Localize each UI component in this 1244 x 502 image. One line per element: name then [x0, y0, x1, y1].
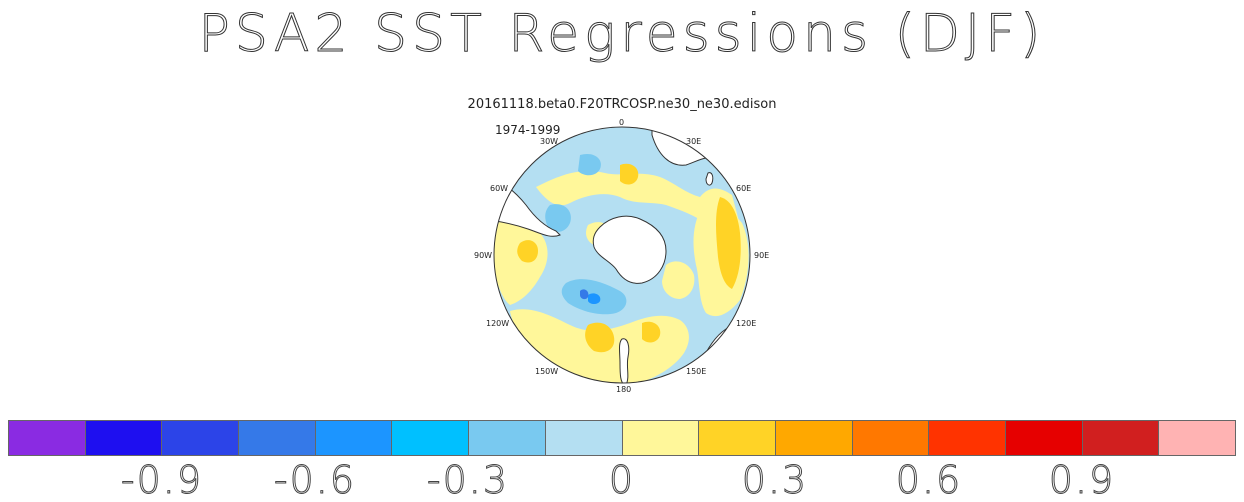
chart-title: PSA2 SST Regressions (DJF)	[198, 4, 1046, 65]
lon-label-90e: 90E	[754, 251, 770, 260]
sst-negative-west	[545, 204, 571, 232]
sst-positive-west	[494, 219, 548, 305]
colorbar-swatch	[85, 421, 163, 455]
colorbar-swatch	[315, 421, 393, 455]
colorbar-swatch	[392, 421, 470, 455]
period-label: 1974-1999	[495, 123, 561, 137]
sst-positive-north-band	[536, 170, 740, 232]
colorbar-swatch	[699, 421, 776, 455]
colorbar-swatch	[9, 421, 86, 455]
sst-positive-se	[662, 261, 695, 299]
lon-label-60w: 60W	[490, 184, 509, 193]
madagascar	[705, 172, 714, 186]
colorbar-label: -0.3	[426, 458, 510, 502]
colorbar-swatch	[852, 421, 930, 455]
map-border	[493, 126, 751, 384]
lon-label-150w: 150W	[535, 367, 559, 376]
colorbar-label: 0.9	[1048, 458, 1116, 502]
polar-map-svg	[493, 126, 751, 384]
colorbar-label: 0	[608, 458, 636, 502]
polar-map: 0 30E 60E 90E 120E 150E 180 150W 120W 90…	[470, 115, 774, 399]
lon-label-180: 180	[616, 385, 632, 394]
colorbar-swatch	[929, 421, 1006, 455]
sst-strong-negative-center	[588, 293, 601, 304]
lon-label-30w: 30W	[540, 137, 559, 146]
new-zealand	[619, 338, 630, 383]
sst-strong-positive-south	[585, 322, 615, 353]
lon-label-120w: 120W	[486, 319, 510, 328]
colorbar-swatch	[545, 421, 623, 455]
colorbar	[8, 420, 1236, 456]
lon-label-30e: 30E	[686, 137, 702, 146]
sst-strong-negative-mid	[580, 289, 589, 300]
colorbar-swatch	[622, 421, 700, 455]
lon-label-0: 0	[619, 118, 625, 127]
sst-strong-positive-south-east	[642, 321, 661, 343]
colorbar-swatch	[775, 421, 853, 455]
colorbar-label: -0.9	[120, 458, 204, 502]
colorbar-swatch	[469, 421, 546, 455]
lon-label-60e: 60E	[736, 184, 752, 193]
case-subtitle: 20161118.beta0.F20TRCOSP.ne30_ne30.ediso…	[467, 97, 777, 112]
colorbar-swatch	[1005, 421, 1083, 455]
lon-label-150e: 150E	[686, 367, 707, 376]
colorbar-swatch	[162, 421, 240, 455]
sst-negative-north	[578, 153, 601, 176]
sst-strong-positive-west	[517, 240, 538, 263]
colorbar-label: 0.6	[895, 458, 963, 502]
colorbar-label: 0.3	[741, 458, 809, 502]
colorbar-swatch	[239, 421, 316, 455]
antarctica	[592, 215, 667, 284]
colorbar-swatch	[1082, 421, 1160, 455]
sst-strong-positive-east	[716, 197, 741, 289]
lon-label-90w: 90W	[474, 251, 493, 260]
colorbar-swatch	[1159, 421, 1235, 455]
sst-strong-positive-north	[620, 163, 639, 185]
colorbar-label: -0.6	[273, 458, 357, 502]
lon-label-120e: 120E	[736, 319, 757, 328]
